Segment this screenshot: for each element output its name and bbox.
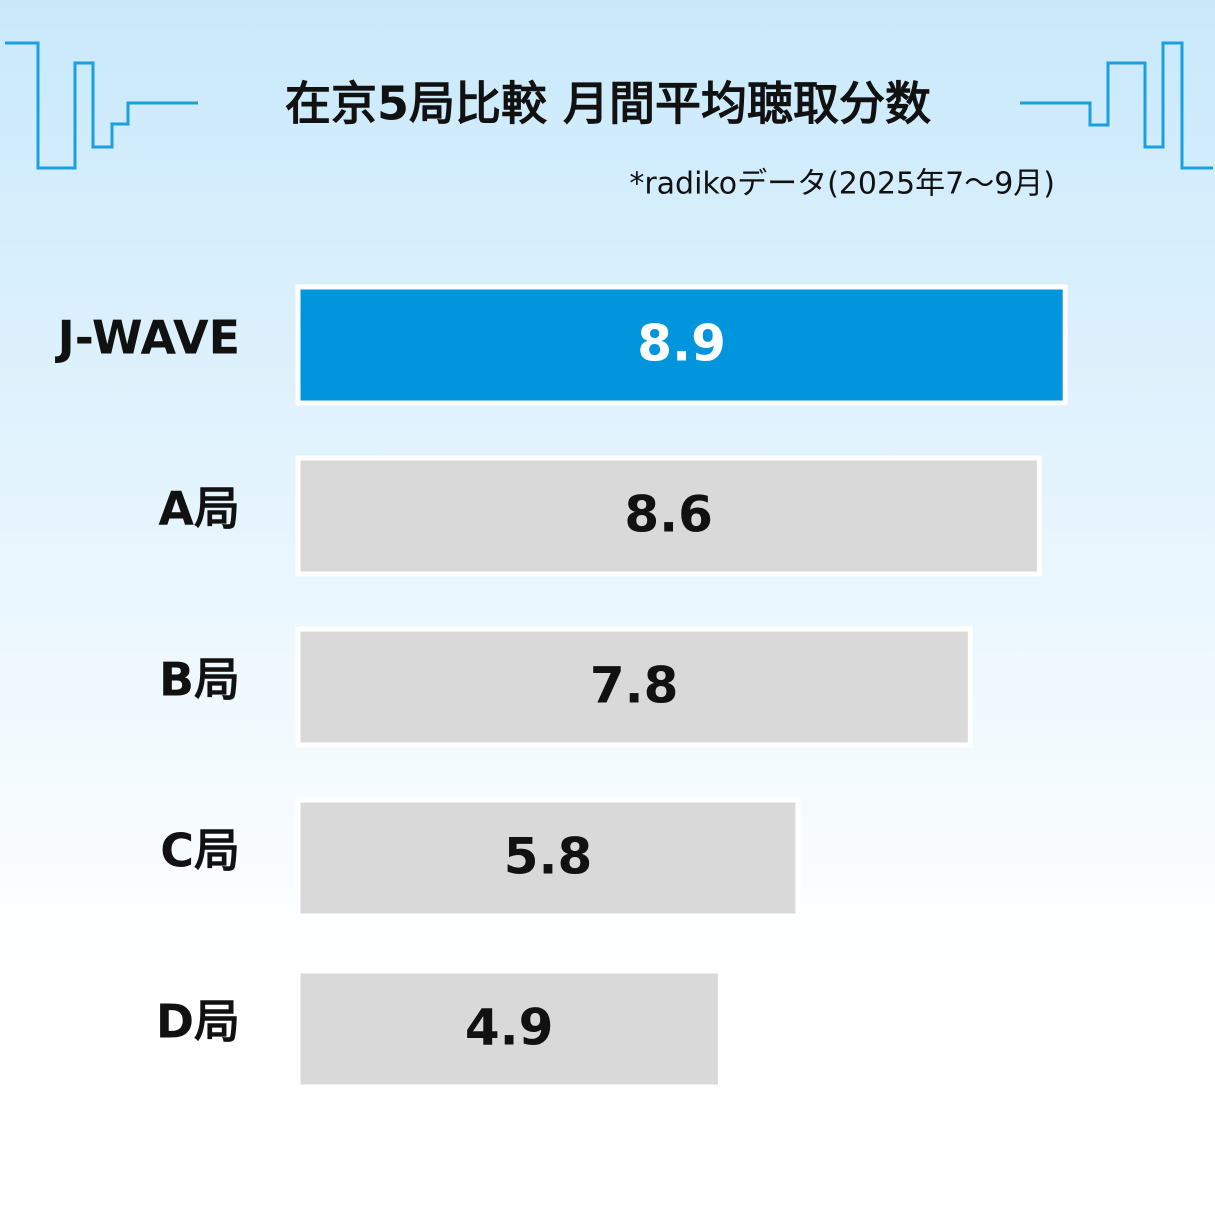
bar [295,284,1068,406]
value-label: 8.6 [624,486,713,544]
value-label: 8.9 [637,315,726,373]
category-label: A局 [158,482,240,536]
chart-title: 在京5局比較 月間平均聴取分数 [285,77,931,131]
bar [295,968,723,1090]
wave-decoration [5,41,198,170]
category-label: J-WAVE [55,311,240,365]
bar [295,797,801,919]
wave-decoration [1020,41,1213,170]
bar [295,455,1042,577]
value-label: 5.8 [504,828,593,886]
category-label: C局 [160,824,240,878]
value-label: 4.9 [465,999,554,1057]
category-label: D局 [156,995,240,1049]
value-label: 7.8 [590,657,679,715]
bar [295,626,973,748]
chart-subtitle: *radikoデータ(2025年7〜9月) [629,167,1055,202]
category-label: B局 [159,653,240,707]
